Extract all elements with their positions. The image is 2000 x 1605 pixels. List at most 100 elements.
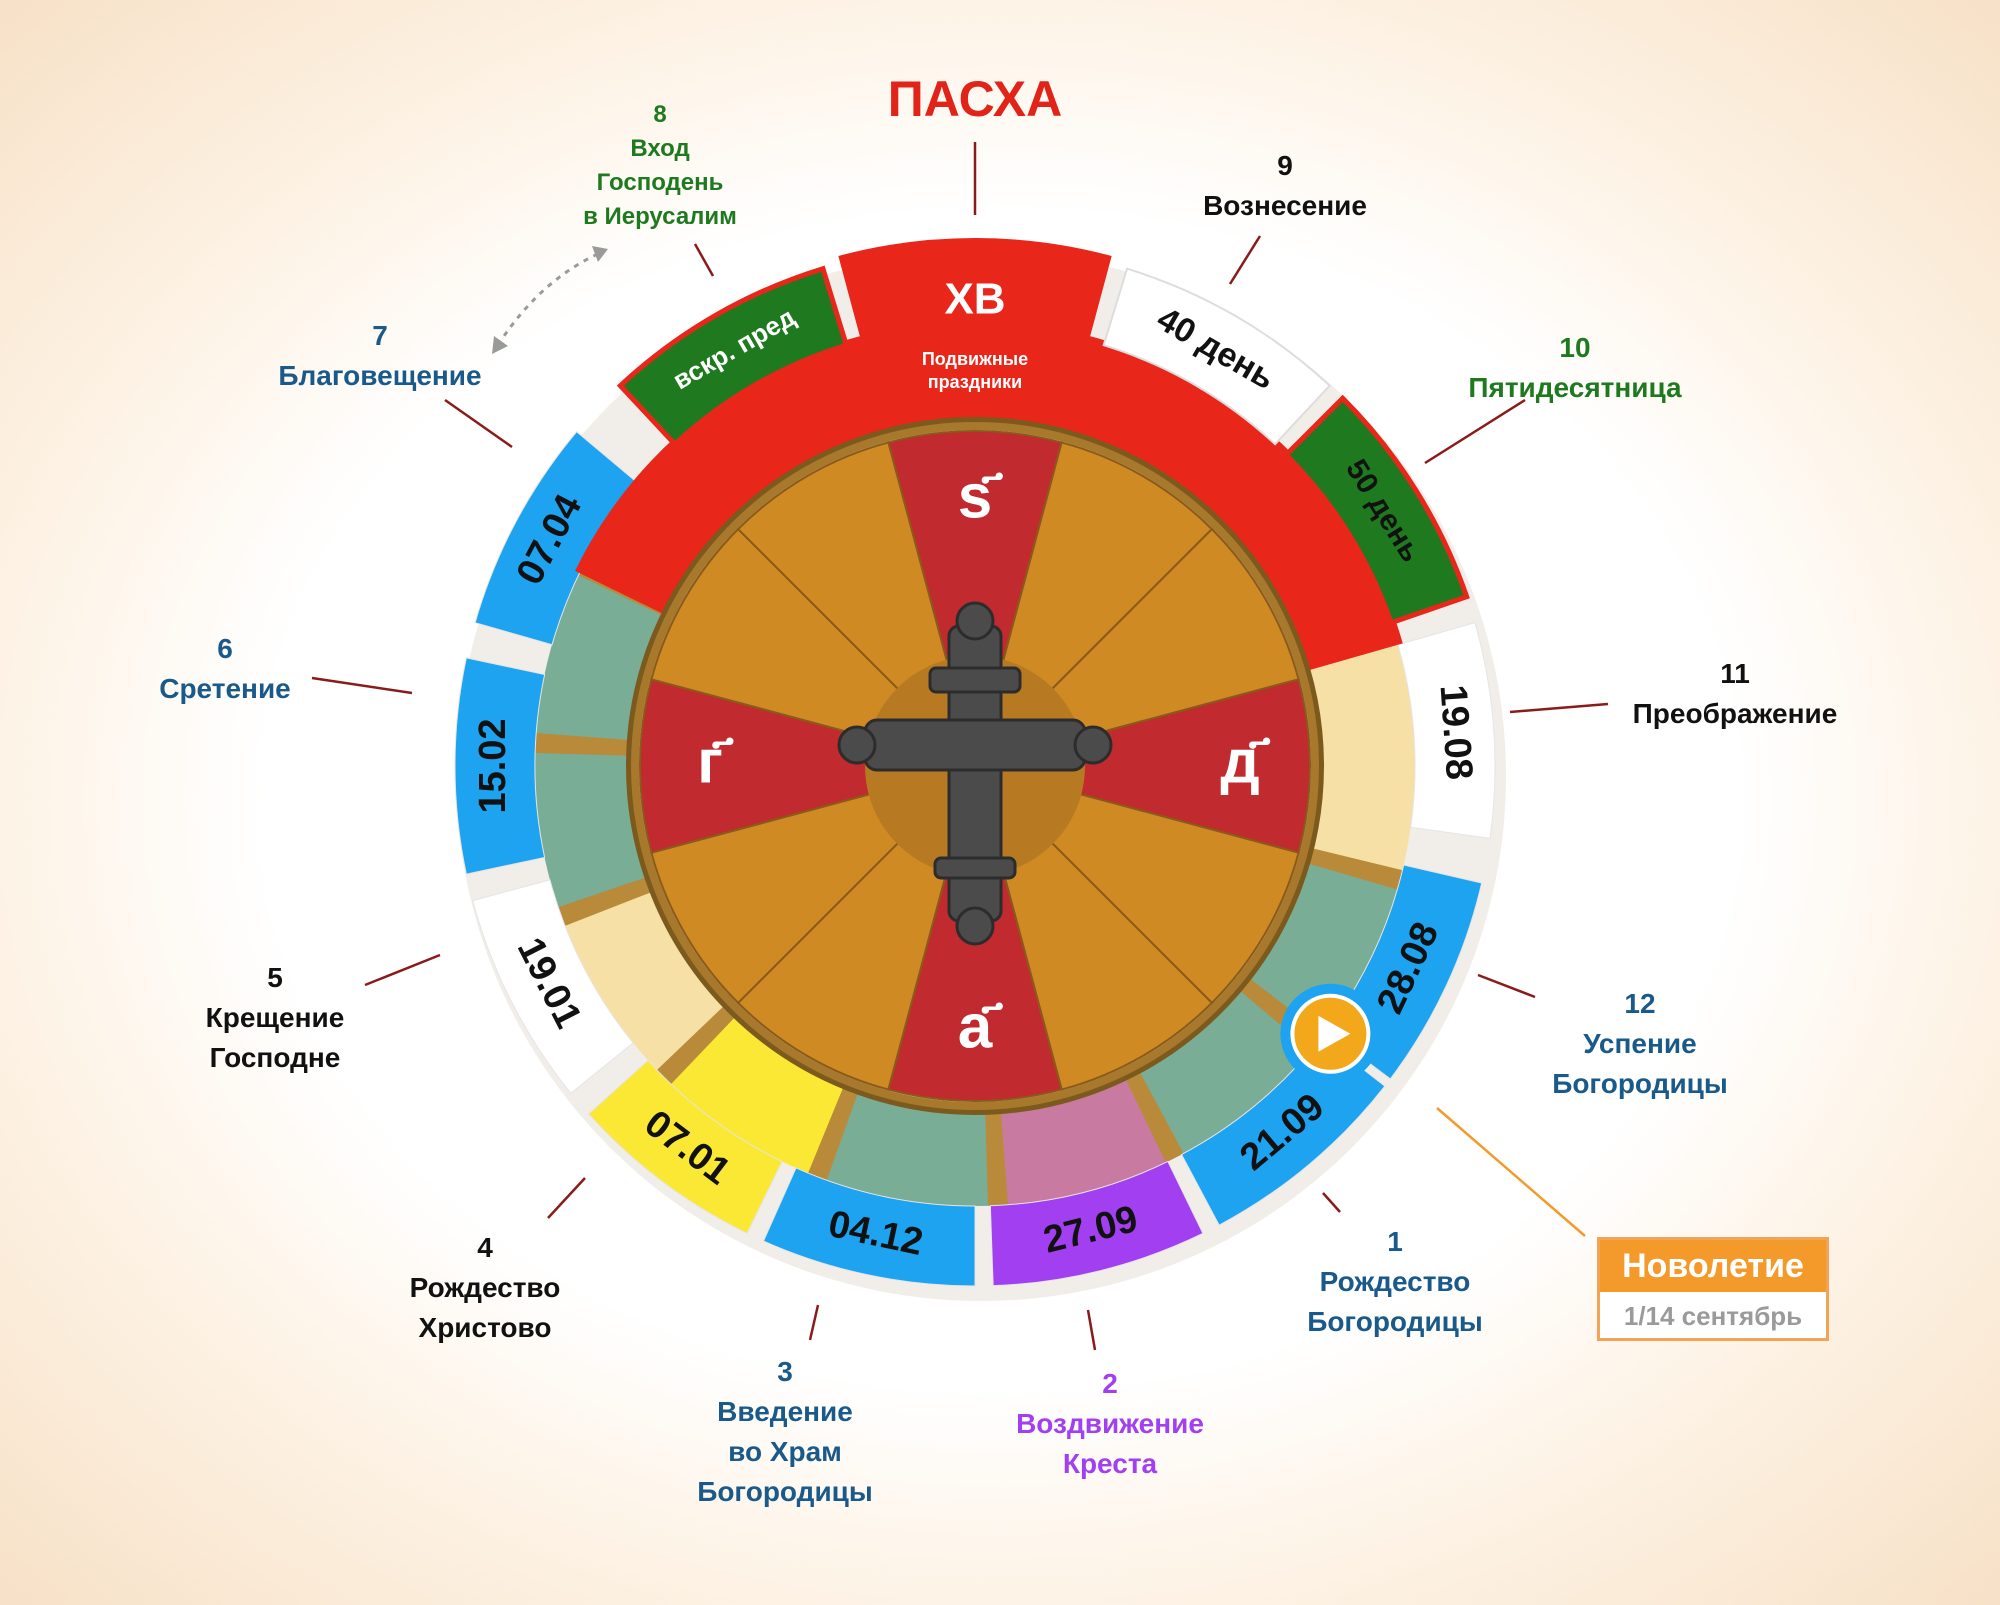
feast-label-5: 5 Крещение Господне [155,958,395,1078]
feast-name: Креста [1062,1448,1158,1479]
feast-name: Преображение [1632,698,1838,729]
pascha-band-title: ХВ [944,275,1005,324]
feast-name: Господне [209,1042,341,1073]
tab-50-day [1282,394,1470,626]
ring-segment-8 [535,742,651,917]
leader-10 [1424,398,1526,465]
date-tab-d1 [1180,1036,1386,1226]
leader-4 [547,1177,586,1219]
feast-number: 12 [1624,988,1656,1019]
leader-3 [808,1304,820,1341]
leader-2 [1086,1309,1097,1351]
date-tab-d11 [1397,622,1496,839]
date-tab-d6 [454,657,546,875]
leader-8 [693,243,715,277]
pascha-tab-xb [838,238,1112,341]
feast-label-3: 3 Введение во Храм Богородицы [650,1352,920,1512]
feast-name: в Иерусалим [583,203,737,230]
wheel-sector-4 [971,678,1312,854]
leader-11 [1509,702,1609,714]
wheel-sector-1 [887,430,1063,770]
new-year-box: Новолетие 1/14 сентябрь [1597,1237,1829,1341]
cross-top-bar [928,666,1022,694]
feast-name: Христово [418,1312,552,1343]
feast-label-12: 12 Успение Богородицы [1500,984,1780,1104]
feast-name: во Храм [728,1436,842,1467]
leader-1 [1322,1192,1341,1213]
feast-number: 10 [1559,332,1591,363]
feast-name: Господень [596,169,724,196]
ring-segment-2 [1243,855,1401,1043]
ring-separator-5 [808,1085,859,1181]
feast-name: Благовещение [278,360,482,391]
cross-bottom-knob [955,906,995,946]
orthodox-cross-icon [837,601,1113,946]
double-arrow-head-end [592,246,608,262]
feast-name: Рождество [409,1272,561,1303]
feast-label-11: 11 Преображение [1590,654,1880,734]
feast-name: Воздвижение [1016,1408,1204,1439]
feast-label-8: 8 Вход Господень в Иерусалим [535,98,785,234]
date-tab-d3 [762,1167,976,1287]
date-tab-d7 [474,431,639,646]
feast-label-1: 1 Рождество Богородицы [1255,1222,1535,1342]
feast-name: Вознесение [1203,190,1367,221]
leader-5 [364,953,441,987]
date-tab-d4 [587,1059,783,1235]
feast-label-6: 6 Сретение [120,629,330,709]
date-label-d11: 19.08 [1432,683,1481,781]
new-year-title: Новолетие [1600,1240,1826,1292]
feast-name: Богородицы [697,1476,873,1507]
ring-segment-6 [663,1009,852,1177]
double-arrow-head-start [492,336,508,354]
feast-label-10: 10 Пятидесятница [1430,328,1720,408]
ring-segment-5 [817,1088,999,1206]
feast-name: Рождество [1319,1266,1471,1297]
tab-40-day [1102,267,1332,446]
feast-label-4: 4 Рождество Христово [360,1228,610,1348]
feast-number: 1 [1387,1226,1403,1257]
date-tab-d2 [989,1160,1204,1287]
feast-name: Богородицы [1307,1306,1483,1337]
feast-name: Вход [630,135,690,162]
new-year-subtitle: 1/14 сентябрь [1623,1301,1803,1331]
feast-label-9: 9 Вознесение [1150,146,1420,226]
ring-separator-7 [558,876,654,926]
leader-7 [444,398,513,449]
cross-horizontal [863,718,1087,772]
pascha-band-subtitle-2: праздники [928,372,1022,392]
ring-separator-4 [985,1110,1008,1206]
date-tab-d5 [472,879,634,1094]
feast-name: Богородицы [1552,1068,1728,1099]
wheel-sector-10 [639,678,979,854]
double-arrow-icon [496,251,601,346]
cross-top-knob [955,601,995,641]
date-label-d6: 15.02 [472,718,514,813]
inner-ring [631,422,1319,1110]
feast-number: 2 [1102,1368,1118,1399]
feast-name: Пятидесятница [1468,372,1682,403]
feast-label-2: 2 Воздвижение Креста [960,1364,1260,1484]
leader-9 [1228,235,1262,285]
feast-name: Введение [717,1396,853,1427]
tab-sunday-before [616,265,850,448]
ring-segment-3 [1131,983,1317,1159]
feast-number: 7 [372,320,388,351]
feast-number: 4 [477,1232,493,1263]
ring-separator-6 [656,1004,737,1085]
ring-separator-1 [1306,847,1403,890]
cross-right-knob [1073,725,1113,765]
feast-label-7: 7 Благовещение [250,316,510,396]
feast-number: 8 [653,101,667,128]
cross-bottom-bar [933,856,1017,880]
pascha-title: ПАСХА [887,71,1063,127]
play-icon-triangle [1318,1015,1351,1052]
leader-6 [311,676,413,695]
pascha-band-subtitle-1: Подвижные [922,349,1028,369]
inner-ring-border [626,417,1324,1115]
feast-number: 5 [267,962,283,993]
cross-left-knob [837,725,877,765]
ring-segment-7 [561,883,732,1078]
